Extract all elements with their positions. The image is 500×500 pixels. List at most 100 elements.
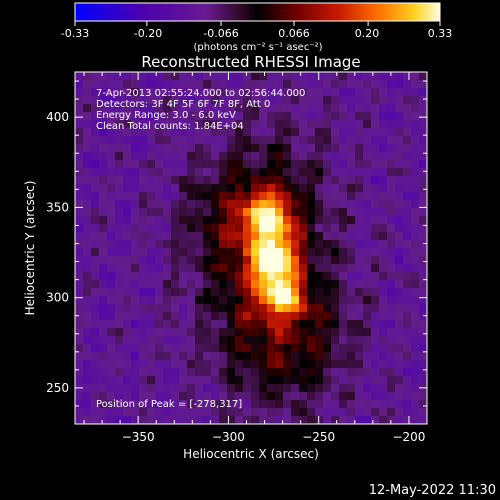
heatmap-cell [131, 296, 140, 305]
heatmap-cell [139, 160, 148, 169]
heatmap-cell [243, 360, 252, 369]
heatmap-cell [259, 312, 268, 321]
heatmap-cell [379, 152, 388, 161]
heatmap-cell [355, 128, 364, 137]
heatmap-cell [187, 352, 196, 361]
heatmap-cell [107, 320, 116, 329]
heatmap-cell [243, 144, 252, 153]
heatmap-cell [355, 216, 364, 225]
heatmap-cell [283, 184, 292, 193]
heatmap-cell [323, 312, 332, 321]
heatmap-cell [355, 144, 364, 153]
heatmap-cell [267, 352, 276, 361]
heatmap-cell [155, 128, 164, 137]
heatmap-cell [83, 112, 92, 121]
heatmap-cell [139, 320, 148, 329]
heatmap-cell [227, 160, 236, 169]
heatmap-cell [91, 304, 100, 313]
heatmap-cell [171, 256, 180, 265]
heatmap-cell [227, 184, 236, 193]
heatmap-cell [155, 344, 164, 353]
heatmap-cell [355, 104, 364, 113]
heatmap-cell [243, 384, 252, 393]
heatmap-cell [379, 200, 388, 209]
heatmap-cell [155, 216, 164, 225]
heatmap-cell [307, 184, 316, 193]
heatmap-cell [235, 232, 244, 241]
heatmap-cell [299, 304, 308, 313]
heatmap-cell [403, 272, 412, 281]
heatmap-cell [251, 72, 260, 81]
heatmap-cell [187, 320, 196, 329]
heatmap-cell [187, 120, 196, 129]
heatmap-cell [275, 360, 284, 369]
heatmap-cell [139, 72, 148, 81]
heatmap-cell [179, 384, 188, 393]
heatmap-cell [387, 240, 396, 249]
heatmap-cell [99, 248, 108, 257]
heatmap-cell [355, 288, 364, 297]
heatmap-cell [123, 184, 132, 193]
heatmap-cell [179, 400, 188, 409]
heatmap-cell [219, 168, 228, 177]
heatmap-cell [403, 368, 412, 377]
heatmap-cell [363, 112, 372, 121]
heatmap-cell [115, 152, 124, 161]
heatmap-cell [243, 320, 252, 329]
heatmap-cell [339, 184, 348, 193]
heatmap-cell [243, 280, 252, 289]
heatmap-cell [139, 120, 148, 129]
heatmap-cell [147, 272, 156, 281]
heatmap-cell [163, 320, 172, 329]
heatmap-cell [291, 112, 300, 121]
heatmap-cell [355, 224, 364, 233]
heatmap-cell [299, 208, 308, 217]
heatmap-cell [323, 280, 332, 289]
heatmap-cell [371, 88, 380, 97]
heatmap-cell [275, 232, 284, 241]
heatmap-cell [267, 408, 276, 417]
heatmap-cell [323, 368, 332, 377]
heatmap-cell [187, 368, 196, 377]
heatmap-cell [419, 288, 427, 297]
heatmap-cell [283, 352, 292, 361]
heatmap-cell [315, 104, 324, 113]
heatmap-cell [291, 88, 300, 97]
heatmap-cell [147, 80, 156, 89]
heatmap-cell [387, 408, 396, 417]
heatmap-cell [307, 200, 316, 209]
heatmap-cell [323, 144, 332, 153]
heatmap-cell [187, 80, 196, 89]
heatmap-cell [307, 216, 316, 225]
heatmap-cell [171, 248, 180, 257]
heatmap-cell [347, 280, 356, 289]
heatmap-cell [115, 336, 124, 345]
heatmap-cell [403, 336, 412, 345]
heatmap-cell [163, 232, 172, 241]
heatmap-cell [227, 280, 236, 289]
heatmap-cell [123, 400, 132, 409]
heatmap-cell [291, 160, 300, 169]
heatmap-cell [275, 304, 284, 313]
heatmap-cell [99, 104, 108, 113]
heatmap-cell [347, 368, 356, 377]
heatmap-cell [227, 152, 236, 161]
heatmap-cell [139, 416, 148, 424]
heatmap-cell [267, 104, 276, 113]
heatmap-cell [131, 120, 140, 129]
heatmap-cell [123, 272, 132, 281]
heatmap-cell [219, 360, 228, 369]
heatmap-cell [83, 304, 92, 313]
heatmap-cell [307, 128, 316, 137]
heatmap-cell [419, 184, 427, 193]
heatmap-cell [235, 352, 244, 361]
heatmap-cell [307, 104, 316, 113]
heatmap-cell [163, 248, 172, 257]
heatmap-cell [299, 264, 308, 273]
heatmap-cell [267, 304, 276, 313]
heatmap-cell [163, 128, 172, 137]
heatmap-cell [203, 216, 212, 225]
heatmap-cell [131, 232, 140, 241]
heatmap-cell [339, 368, 348, 377]
heatmap-cell [107, 152, 116, 161]
